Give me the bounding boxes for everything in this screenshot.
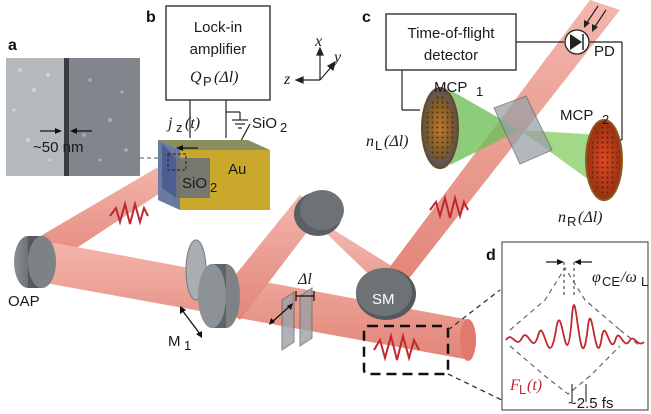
svg-text:detector: detector [424,47,478,64]
svg-text:R: R [567,214,576,229]
detector-wires [401,41,623,141]
svg-text:1: 1 [476,84,483,99]
mcp1-detector [421,87,459,169]
m1-label: M [168,333,181,350]
steering-mirror [294,190,344,236]
svg-text:(Δl): (Δl) [214,69,239,86]
nr-label: n [558,209,566,226]
pulse-icons [109,194,469,362]
panel-label-a: a [8,37,17,54]
mcp1-label: MCP [434,79,467,96]
nl-label: n [366,133,374,150]
svg-text:1: 1 [184,338,191,353]
svg-text:L: L [641,274,648,289]
au-label: Au [228,161,246,178]
mcp2-label: MCP [560,107,593,124]
svg-text:amplifier: amplifier [190,41,247,58]
sio2-sample-label: SiO [182,175,207,192]
svg-text:z: z [176,120,183,135]
oap-label: OAP [8,293,40,310]
svg-text:(t): (t) [185,115,200,132]
svg-text:(Δl): (Δl) [578,209,603,226]
delta-l-label: Δl [297,271,312,288]
gas-cell [493,95,553,165]
panel-label-d: d [486,247,496,264]
svg-text:Lock-in: Lock-in [194,19,242,36]
svg-text:x: x [314,33,322,50]
sio2-label: SiO [252,115,277,132]
pulse-highlight-box [362,324,450,376]
field-label: F [509,377,520,394]
svg-text:/ω: /ω [620,269,637,286]
svg-text:L: L [375,138,382,153]
current-label: j [166,115,173,132]
duration-label: ~2.5 fs [568,395,613,412]
svg-text:Q: Q [190,69,202,86]
sample-block [158,140,270,210]
svg-text:y: y [332,49,342,66]
svg-text:Time-of-flight: Time-of-flight [408,25,496,42]
svg-text:CE: CE [602,274,620,289]
scale-label: ~50 nm [33,139,83,156]
tof-detector: Time-of-flight detector [385,13,517,71]
phase-label: φ [592,269,601,286]
svg-text:L: L [519,382,526,397]
beam-end [460,319,476,361]
field-waveform [505,304,645,349]
envelope-lower [509,345,621,395]
svg-text:2: 2 [280,120,287,135]
svg-text:z: z [283,71,291,88]
sm-mirror [356,268,416,320]
zoom-line-d1 [447,289,501,331]
photodiode-icon [564,5,607,55]
m1-mirror [185,239,240,328]
mcp2-detector [585,119,623,201]
pd-label: PD [594,43,615,60]
envelope-upper [509,266,641,347]
svg-text:(t): (t) [527,377,542,394]
panel-label-b: b [146,9,156,26]
m1-arrow [181,309,201,335]
lock-in-amplifier: Lock-in amplifier Q P (Δl) [165,5,271,101]
svg-text:P: P [203,74,212,89]
axes-indicator [294,46,336,84]
panel-d-plot [501,241,649,411]
zoom-line-d2 [447,373,511,405]
svg-text:2: 2 [210,180,217,195]
panel-a-image: ~50 nm [6,58,140,176]
wedge-arrow [271,305,291,323]
svg-text:(Δl): (Δl) [384,133,409,150]
svg-text:2: 2 [602,112,609,127]
panel-label-c: c [362,9,371,26]
sm-label: SM [372,291,395,308]
oap-mirror [14,236,56,288]
